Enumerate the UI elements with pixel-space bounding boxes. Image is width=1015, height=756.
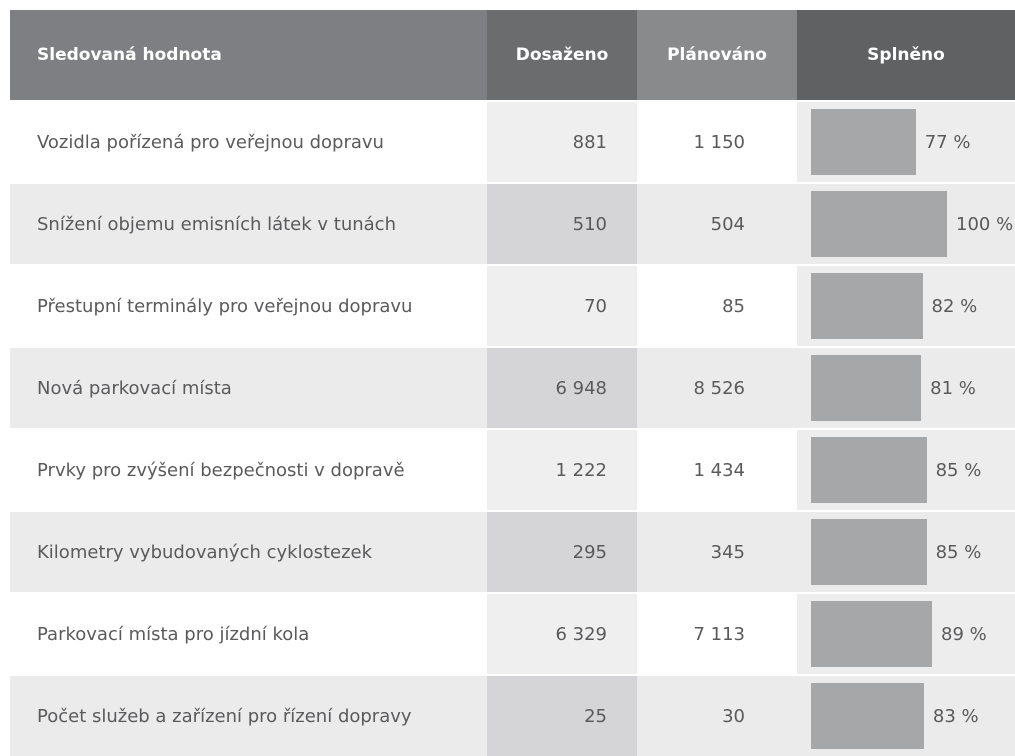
progress-bar [811, 109, 916, 175]
achieved-value: 510 [487, 184, 637, 264]
achieved-value: 6 948 [487, 348, 637, 428]
achieved-value: 25 [487, 676, 637, 756]
row-label: Vozidla pořízená pro veřejnou dopravu [10, 102, 487, 182]
planned-value: 8 526 [637, 348, 797, 428]
achieved-value: 6 329 [487, 594, 637, 674]
row-label: Počet služeb a zařízení pro řízení dopra… [10, 676, 487, 756]
fulfilled-label: 85 % [935, 459, 982, 481]
progress-bar [811, 191, 947, 257]
achieved-value: 70 [487, 266, 637, 346]
header-cell: Plánováno [637, 10, 797, 100]
achieved-value: 295 [487, 512, 637, 592]
row-label: Přestupní terminály pro veřejnou dopravu [10, 266, 487, 346]
planned-value: 1 434 [637, 430, 797, 510]
progress-bar [811, 437, 927, 503]
fulfilled-label: 85 % [935, 541, 982, 563]
fulfilled-label: 81 % [930, 377, 976, 399]
planned-value: 30 [637, 676, 797, 756]
header-cell: Sledovaná hodnota [10, 10, 487, 100]
progress-bar [811, 273, 923, 339]
planned-value: 85 [637, 266, 797, 346]
row-label: Prvky pro zvýšení bezpečnosti v dopravě [10, 430, 487, 510]
header-cell: Splněno [797, 10, 1015, 100]
planned-value: 7 113 [637, 594, 797, 674]
fulfilled-label: 83 % [932, 705, 979, 727]
progress-bar [811, 519, 927, 585]
row-label: Nová parkovací místa [10, 348, 487, 428]
row-label: Kilometry vybudovaných cyklostezek [10, 512, 487, 592]
fulfilled-label: 100 % [956, 213, 1014, 235]
planned-value: 504 [637, 184, 797, 264]
row-label: Parkovací místa pro jízdní kola [10, 594, 487, 674]
header-cell: Dosaženo [487, 10, 637, 100]
planned-value: 1 150 [637, 102, 797, 182]
fulfilled-label: 89 % [941, 623, 987, 645]
fulfilled-label: 77 % [924, 131, 971, 153]
progress-bar [811, 683, 924, 749]
planned-value: 345 [637, 512, 797, 592]
row-label: Snížení objemu emisních látek v tunách [10, 184, 487, 264]
progress-bar [811, 355, 922, 421]
progress-bar [811, 601, 933, 667]
fulfilled-label: 82 % [931, 295, 978, 317]
achieved-value: 881 [487, 102, 637, 182]
achieved-value: 1 222 [487, 430, 637, 510]
